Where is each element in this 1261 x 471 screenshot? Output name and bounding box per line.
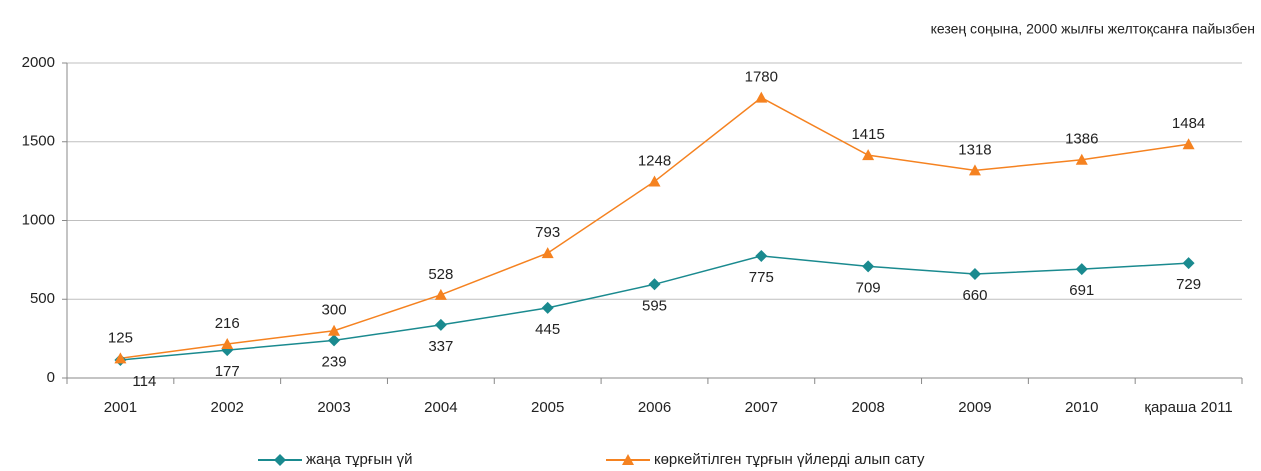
chart-subtitle: кезең соңына, 2000 жылғы желтоқсанға пай…: [931, 21, 1255, 37]
marker: [1075, 263, 1088, 276]
data-label: 1248: [638, 152, 671, 169]
marker: [648, 278, 661, 291]
series-line: [120, 96, 1189, 360]
x-tick-label: 2002: [211, 399, 244, 416]
marker: [114, 352, 127, 364]
marker: [862, 149, 875, 161]
marker: [328, 324, 341, 336]
x-tick-label: 2004: [424, 399, 457, 416]
marker: [755, 91, 768, 103]
data-label: 239: [322, 353, 347, 370]
marker: [1182, 138, 1195, 150]
x-tick-label: 2008: [851, 399, 884, 416]
data-label: 793: [535, 224, 560, 241]
y-tick-label: 1000: [22, 211, 55, 228]
data-label: 125: [108, 329, 133, 346]
data-label: 1318: [958, 141, 991, 158]
x-tick-label: 2003: [317, 399, 350, 416]
x-tick-label: 2010: [1065, 399, 1098, 416]
x-tick-label: 2001: [104, 399, 137, 416]
data-label: 114: [132, 373, 156, 390]
marker: [328, 334, 341, 347]
data-label: 300: [322, 302, 347, 319]
x-tick-label: қараша 2011: [1144, 399, 1232, 416]
y-tick-label: 2000: [22, 54, 55, 71]
data-label: 1780: [745, 69, 778, 86]
marker: [968, 268, 981, 281]
y-tick-label: 1500: [22, 133, 55, 150]
marker: [648, 175, 661, 187]
data-label: 337: [428, 338, 453, 355]
marker: [1075, 153, 1088, 165]
x-tick-label: 2006: [638, 399, 671, 416]
marker: [541, 247, 554, 259]
data-label: 528: [428, 266, 453, 283]
marker: [1182, 257, 1195, 270]
marker: [622, 454, 634, 465]
data-label: 709: [856, 279, 881, 296]
y-tick-label: 0: [47, 369, 55, 386]
data-label: 729: [1176, 276, 1201, 293]
data-label: 1484: [1172, 115, 1205, 132]
data-label: 660: [962, 287, 987, 304]
marker: [274, 454, 286, 466]
data-label: 216: [215, 315, 240, 332]
data-label: 1386: [1065, 131, 1098, 148]
x-tick-label: 2009: [958, 399, 991, 416]
data-label: 177: [215, 363, 240, 380]
marker: [434, 318, 447, 331]
legend-label: көркейтілген тұрғын үйлерді алып сату: [654, 451, 925, 468]
marker: [968, 164, 981, 176]
data-label: 691: [1069, 282, 1094, 299]
marker: [862, 260, 875, 273]
x-tick-label: 2005: [531, 399, 564, 416]
marker: [755, 249, 768, 262]
marker: [541, 301, 554, 314]
y-tick-label: 500: [30, 290, 55, 307]
data-label: 595: [642, 297, 667, 314]
x-tick-label: 2007: [745, 399, 778, 416]
data-label: 1415: [851, 126, 884, 143]
marker: [221, 337, 234, 349]
legend-label: жаңа тұрғын үй: [306, 451, 412, 468]
data-label: 775: [749, 269, 774, 286]
data-label: 445: [535, 321, 560, 338]
marker: [434, 288, 447, 300]
